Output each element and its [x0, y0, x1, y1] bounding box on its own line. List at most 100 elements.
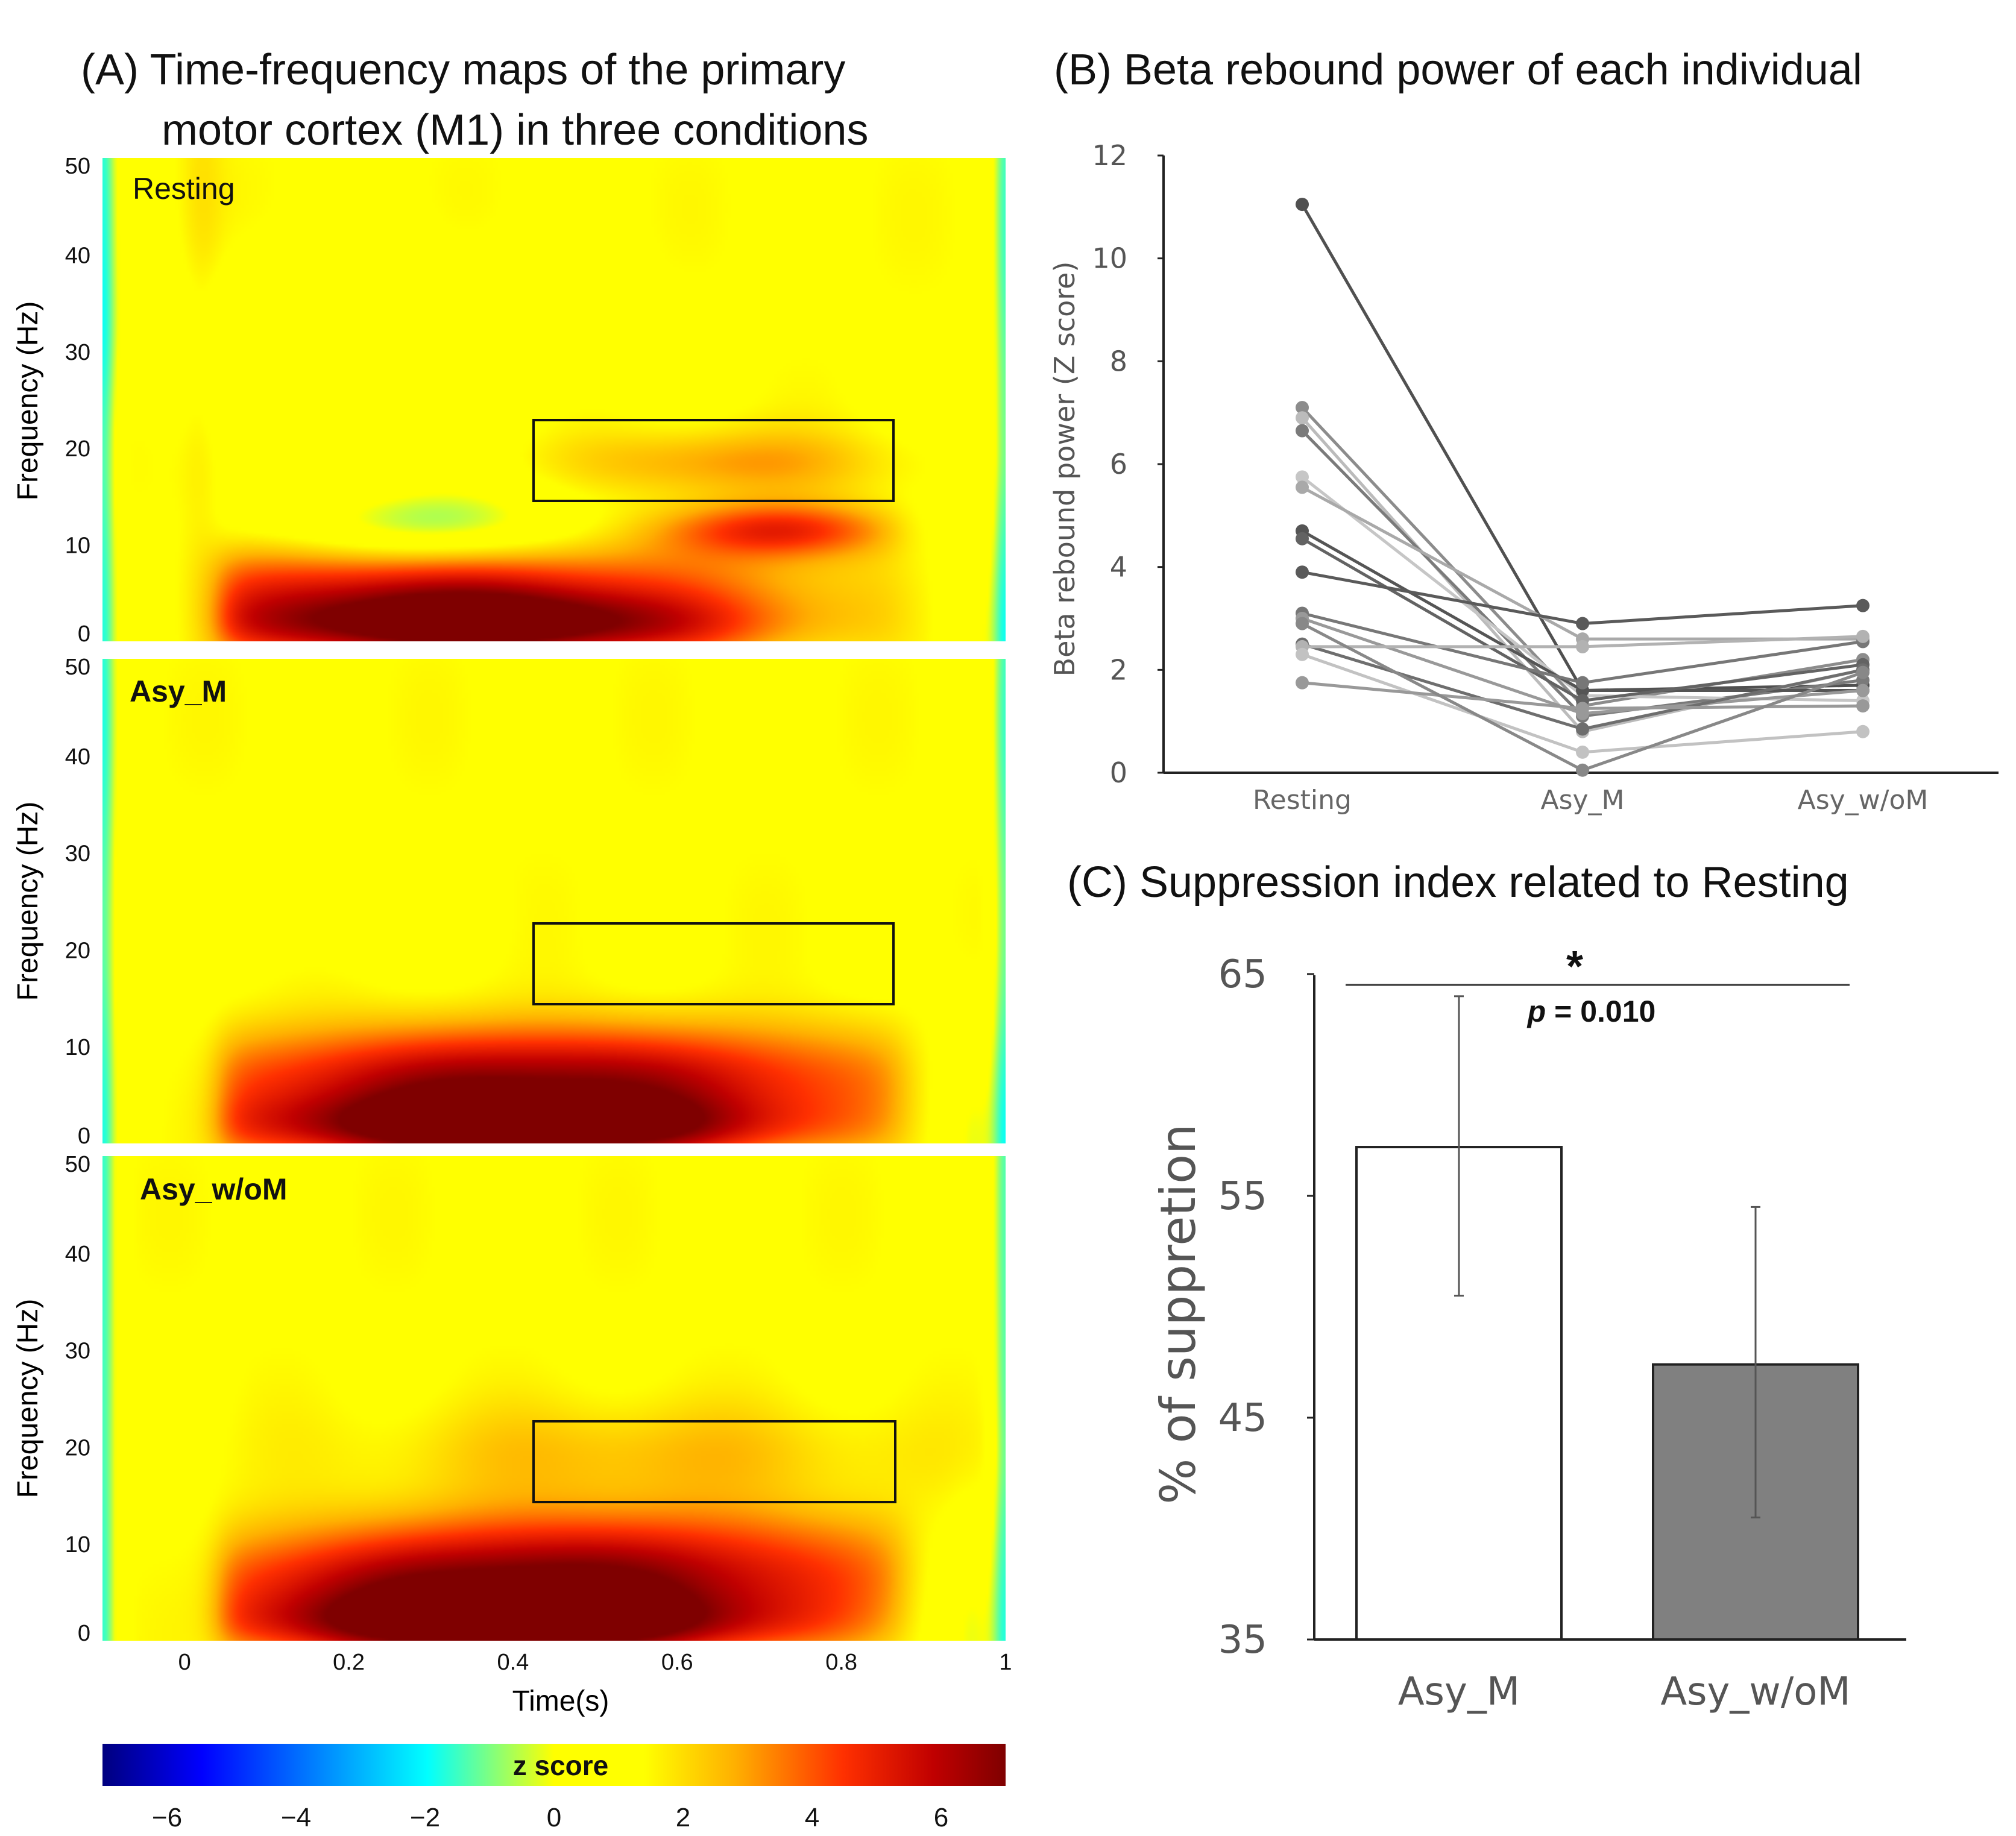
ytick-label: 0: [78, 1124, 90, 1149]
ytick-label: 20: [65, 938, 90, 963]
data-point: [1296, 532, 1309, 545]
ytick-label: 40: [65, 744, 90, 770]
ytick-label: 55: [1218, 1174, 1267, 1219]
xtick-label: Asy_w/oM: [1660, 1670, 1850, 1714]
data-point: [1576, 640, 1589, 653]
xtick-label: Asy_M: [1540, 785, 1624, 816]
heatmap-resting-image: [102, 158, 1006, 641]
p-value-label: p = 0.010: [1526, 995, 1656, 1028]
roi-box-asy-wom: [532, 1420, 896, 1503]
panel-c-bars: Asy_M Asy_w/oM: [1355, 995, 1859, 1714]
panel-a-xticks: 0 0.2 0.4 0.6 0.8 1: [178, 1650, 1012, 1675]
heatmap-asy-m-label: Asy_M: [130, 674, 227, 708]
ytick-label: 8: [1110, 345, 1127, 377]
ytick-label: 50: [65, 655, 90, 680]
data-point: [1856, 684, 1870, 697]
panel-a: (A) Time-frequency maps of the primary m…: [12, 46, 1012, 1832]
heatmap-asy-m-yticks: 50 40 30 20 10 0: [65, 655, 90, 1149]
data-point: [1296, 198, 1309, 212]
ytick-label: 10: [65, 1035, 90, 1060]
heatmap-asy-wom: Asy_w/oM 50 40 30 20 10 0 Frequency (Hz): [12, 1152, 1006, 1646]
data-point: [1296, 676, 1309, 690]
ytick-label: 65: [1218, 952, 1267, 997]
data-point: [1576, 702, 1589, 715]
xtick-label: Asy_w/oM: [1798, 785, 1929, 816]
colorbar-tick-label: 0: [547, 1803, 561, 1832]
heatmap-resting-yticks: 50 40 30 20 10 0: [65, 154, 90, 647]
ytick-label: 10: [65, 1532, 90, 1558]
panel-b-ylabel: Beta rebound power (Z score): [1048, 262, 1081, 677]
colorbar-tick-label: 6: [934, 1803, 948, 1832]
ytick-label: 30: [65, 1339, 90, 1364]
heatmap-asy-m: Asy_M 50 40 30 20 10 0 Frequency (Hz): [12, 655, 1006, 1149]
heatmap-asy-wom-label: Asy_w/oM: [140, 1172, 288, 1206]
data-point: [1296, 470, 1309, 484]
data-point: [1856, 629, 1870, 643]
data-point: [1576, 617, 1589, 630]
xtick-label: 0: [178, 1650, 191, 1675]
ytick-label: 4: [1110, 551, 1127, 583]
panel-a-title-line1: (A) Time-frequency maps of the primary: [81, 46, 845, 94]
data-point: [1296, 647, 1309, 661]
colorbar: z score −6 −4 −2 0 2 4 6: [102, 1744, 1006, 1832]
data-point: [1576, 763, 1589, 777]
heatmap-asy-m-image: [102, 659, 1006, 1143]
data-point: [1296, 424, 1309, 438]
data-point: [1296, 565, 1309, 579]
data-point: [1856, 665, 1870, 679]
ytick-label: 12: [1092, 139, 1127, 172]
xtick-label: Resting: [1253, 785, 1352, 816]
data-point: [1856, 599, 1870, 612]
ytick-label: 30: [65, 841, 90, 867]
colorbar-label: z score: [513, 1750, 609, 1781]
data-point: [1296, 411, 1309, 425]
heatmap-resting: Resting 50 40 30 20 10 0 Frequency (Hz): [12, 154, 1006, 647]
panel-b-yticks: 0 2 4 6 8 10 12: [1092, 139, 1164, 789]
heatmap-asy-wom-image: [102, 1156, 1006, 1641]
data-point: [1576, 745, 1589, 759]
ytick-label: 20: [65, 1435, 90, 1460]
ytick-label: 40: [65, 1242, 90, 1267]
heatmap-asy-wom-ylabel: Frequency (Hz): [12, 1299, 44, 1498]
ytick-label: 2: [1110, 653, 1127, 686]
ytick-label: 35: [1218, 1618, 1267, 1662]
panel-b-xticks: Resting Asy_M Asy_w/oM: [1253, 785, 1928, 816]
data-point: [1296, 401, 1309, 415]
colorbar-gradient: [102, 1744, 1006, 1786]
heatmap-resting-ylabel: Frequency (Hz): [12, 301, 44, 501]
p-value: = 0.010: [1546, 995, 1655, 1028]
ytick-label: 45: [1218, 1396, 1267, 1441]
ytick-label: 50: [65, 1152, 90, 1177]
panel-c: (C) Suppression index related to Resting…: [1067, 858, 1906, 1714]
ytick-label: 40: [65, 243, 90, 268]
panel-b: (B) Beta rebound power of each individua…: [1048, 46, 1999, 816]
series-line: [1301, 406, 1863, 708]
ytick-label: 0: [1110, 756, 1127, 789]
roi-box-resting: [532, 419, 895, 502]
xtick-label: 0.4: [497, 1650, 529, 1675]
colorbar-tick-label: 2: [676, 1803, 690, 1832]
ytick-label: 30: [65, 340, 90, 365]
data-point: [1576, 722, 1589, 736]
panel-b-series: [1296, 198, 1870, 777]
xtick-label: 0.2: [333, 1650, 365, 1675]
xtick-label: 0.8: [825, 1650, 857, 1675]
panel-a-xlabel: Time(s): [512, 1685, 610, 1717]
roi-box-asy-m: [532, 922, 895, 1005]
data-point: [1296, 617, 1309, 630]
ytick-label: 20: [65, 436, 90, 462]
ytick-label: 0: [78, 1621, 90, 1646]
significance-star: *: [1566, 943, 1583, 991]
panel-c-title: (C) Suppression index related to Resting: [1067, 858, 1849, 907]
panel-c-yticks: 35 45 55 65: [1218, 952, 1314, 1662]
colorbar-tick-label: 4: [805, 1803, 819, 1832]
colorbar-ticks: −6 −4 −2 0 2 4 6: [152, 1803, 948, 1832]
ytick-label: 0: [78, 621, 90, 647]
ytick-label: 10: [1092, 242, 1127, 275]
data-point: [1296, 480, 1309, 494]
heatmap-resting-label: Resting: [133, 172, 235, 206]
ytick-label: 10: [65, 533, 90, 559]
data-point: [1856, 699, 1870, 713]
data-point: [1856, 725, 1870, 738]
colorbar-tick-label: −2: [410, 1803, 440, 1832]
